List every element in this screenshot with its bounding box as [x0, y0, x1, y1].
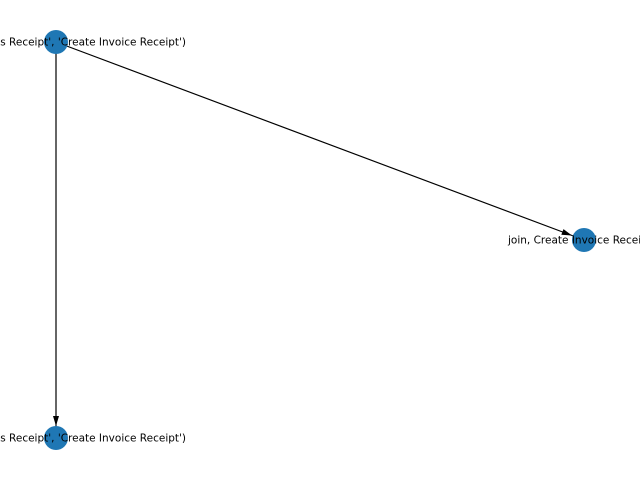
arrow-head-icon [561, 229, 572, 236]
node-n1[interactable]: ('Record Goods Receipt', 'Create Invoice… [0, 30, 186, 54]
node-marker[interactable] [44, 30, 68, 54]
node-n2[interactable]: join, Create Invoice Receipt [507, 228, 640, 252]
node-marker[interactable] [44, 426, 68, 450]
edge-n1-n2 [55, 41, 585, 241]
node-label: ('Record Goods Receipt', 'Create Invoice… [0, 37, 186, 49]
node-label: join, Create Invoice Receipt [507, 235, 640, 247]
edges-layer [53, 41, 585, 438]
edge-line [55, 41, 585, 241]
node-label: ('Record Goods Receipt', 'Create Invoice… [0, 433, 186, 445]
arrow-head-icon [53, 416, 59, 426]
node-marker[interactable] [572, 228, 596, 252]
edge-n1-n3 [53, 42, 59, 438]
nodes-layer: ('Record Goods Receipt', 'Create Invoice… [0, 30, 640, 450]
node-n3[interactable]: ('Record Goods Receipt', 'Create Invoice… [0, 426, 186, 450]
